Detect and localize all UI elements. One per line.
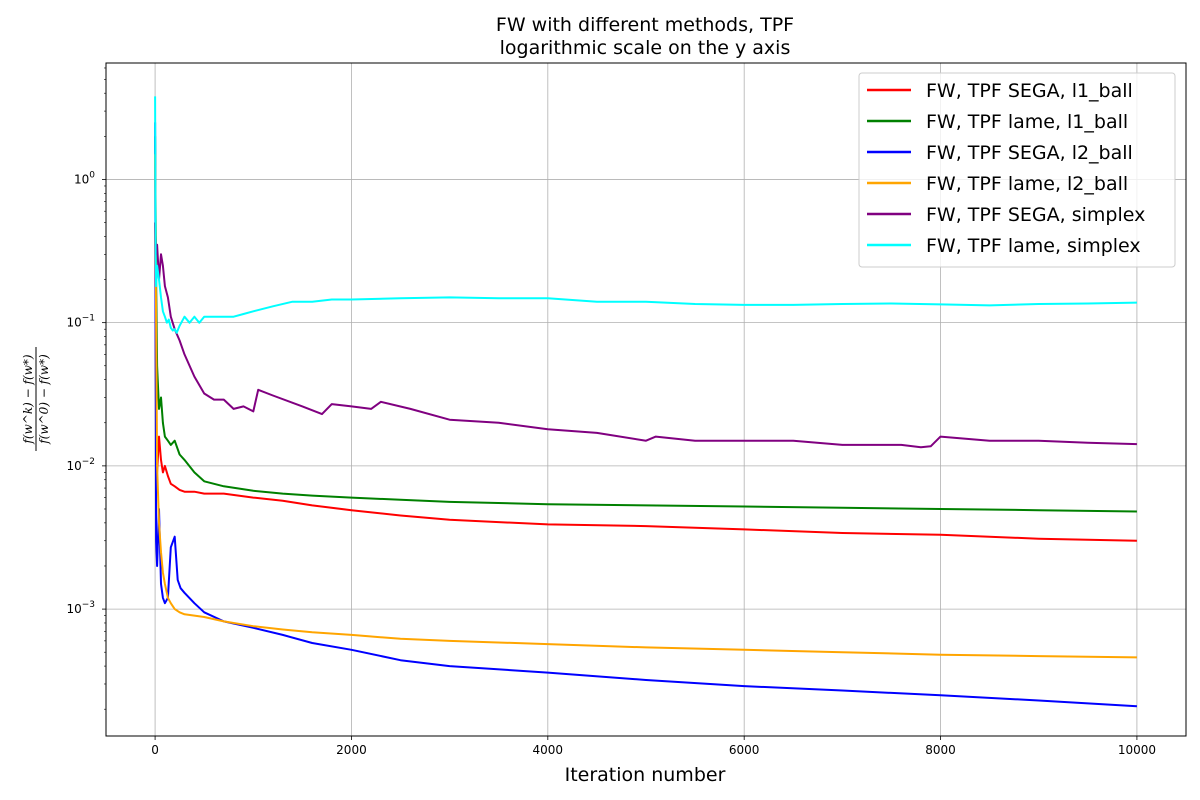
series-line-5 bbox=[154, 222, 1137, 449]
y-tick-label-exponent: 0 bbox=[89, 170, 95, 180]
y-tick-label: 100 bbox=[74, 170, 95, 186]
y-tick-label-base: 10 bbox=[66, 459, 81, 473]
y-tick-label: 10−1 bbox=[66, 314, 95, 330]
y-tick-label-exponent: −2 bbox=[82, 457, 95, 467]
series-line-2 bbox=[154, 136, 1137, 513]
y-axis-label-numerator: f(w^k) − f(w*) bbox=[21, 354, 35, 444]
y-axis-label: f(w^k) − f(w*) f(w^0) − f(w*) bbox=[21, 347, 51, 451]
y-tick-label-base: 10 bbox=[66, 602, 81, 616]
y-axis-label-denominator: f(w^0) − f(w*) bbox=[37, 354, 51, 445]
x-tick-label: 2000 bbox=[336, 743, 367, 757]
legend-label: FW, TPF SEGA, l2_ball bbox=[926, 142, 1133, 164]
series-line-4 bbox=[154, 154, 1137, 659]
x-tick-label: 0 bbox=[151, 743, 159, 757]
plot-area-frame bbox=[105, 62, 1187, 737]
legend-label: FW, TPF lame, l1_ball bbox=[926, 111, 1128, 133]
chart-title-line-2: logarithmic scale on the y axis bbox=[500, 37, 791, 59]
x-axis-label: Iteration number bbox=[565, 764, 726, 786]
x-tick-label: 10000 bbox=[1118, 743, 1156, 757]
series-lines bbox=[154, 96, 1137, 708]
x-tick-label: 4000 bbox=[533, 743, 564, 757]
y-tick-label-exponent: −1 bbox=[82, 314, 95, 324]
y-tick-label-base: 10 bbox=[74, 172, 89, 186]
y-tick-label: 10−3 bbox=[66, 600, 95, 616]
y-tick-label-exponent: −3 bbox=[82, 600, 95, 610]
series-line-1 bbox=[154, 222, 1137, 542]
legend-label: FW, TPF SEGA, l1_ball bbox=[926, 80, 1133, 102]
legend-box bbox=[858, 72, 1176, 268]
x-tick-label: 6000 bbox=[729, 743, 760, 757]
legend: FW, TPF SEGA, l1_ball FW, TPF lame, l1_ba… bbox=[858, 72, 1176, 268]
chart-title-line-1: FW with different methods, TPF bbox=[496, 14, 794, 36]
x-tick-label: 8000 bbox=[925, 743, 956, 757]
legend-label: FW, TPF SEGA, simplex bbox=[926, 204, 1145, 226]
legend-label: FW, TPF lame, simplex bbox=[926, 235, 1141, 257]
legend-label: FW, TPF lame, l2_ball bbox=[926, 173, 1128, 195]
series-line-3 bbox=[154, 122, 1137, 708]
y-tick-label: 10−2 bbox=[66, 457, 95, 473]
x-axis-ticks: 0 2000 4000 6000 8000 10000 bbox=[151, 736, 1156, 757]
series-line-6 bbox=[154, 96, 1137, 334]
y-tick-label-base: 10 bbox=[66, 316, 81, 330]
